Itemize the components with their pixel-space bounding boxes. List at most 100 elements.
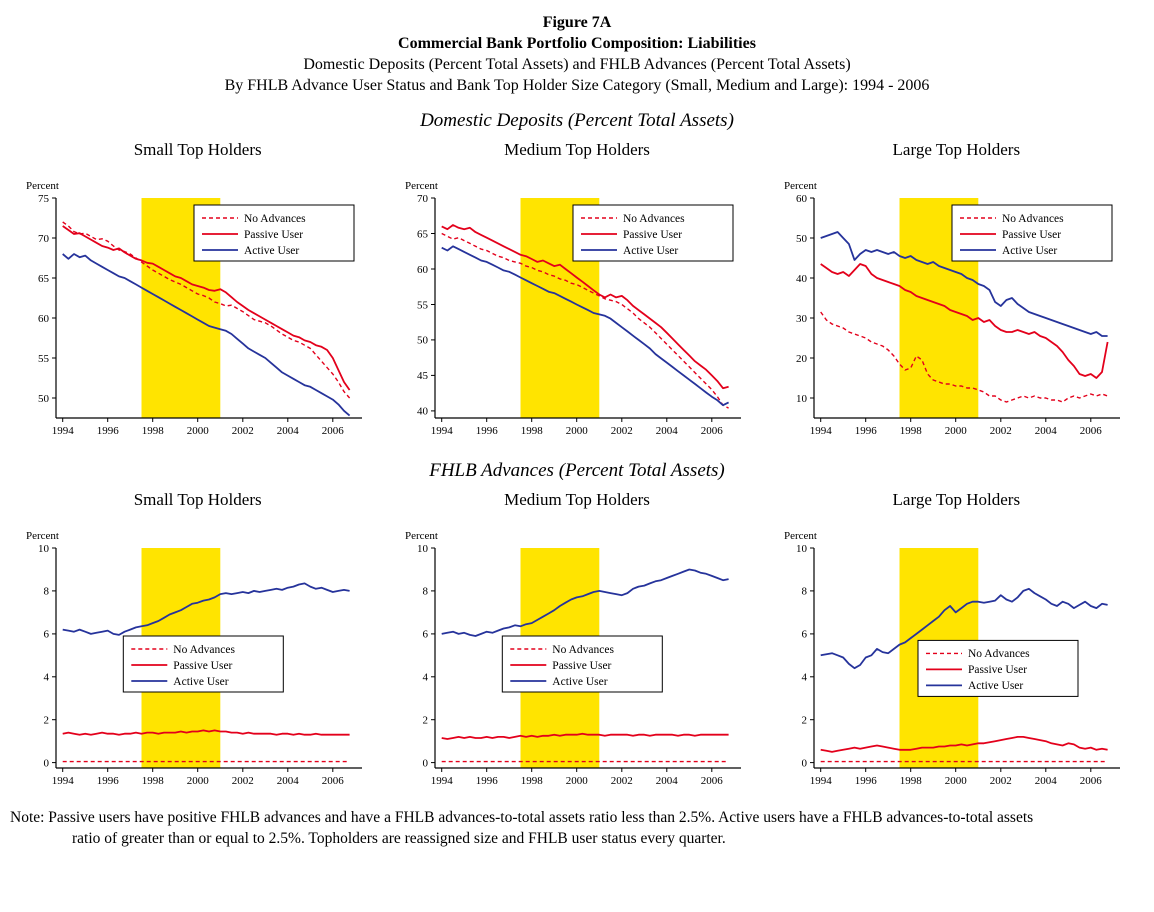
x-tick-label: 2002 xyxy=(990,425,1012,437)
y-tick-label: 50 xyxy=(38,393,50,405)
chart-svg-deposits-medium: 40 45 50 55 60 65 70 1994 1996 1998 2000 2002 2004 20… xyxy=(405,180,741,437)
chart-deposits-medium: Medium Top Holders 40 45 50 55 60 65 70 1994 199… xyxy=(387,132,766,446)
chart-advances-small: Small Top Holders 0 2 4 6 8 10 1994 1996 1998 200… xyxy=(8,482,387,796)
chart-deposits-small: Small Top Holders 50 55 60 65 70 75 1994 1996 19… xyxy=(8,132,387,446)
y-axis-label: Percent xyxy=(26,530,59,542)
y-tick-label: 60 xyxy=(796,193,808,205)
x-tick-label: 1996 xyxy=(476,775,499,787)
chart-title-deposits-large: Large Top Holders xyxy=(892,140,1021,160)
x-tick-label: 2004 xyxy=(276,775,299,787)
legend-box xyxy=(572,204,734,262)
x-tick-label: 2006 xyxy=(701,425,724,437)
y-tick-label: 70 xyxy=(417,193,429,205)
x-tick-label: 1998 xyxy=(141,775,164,787)
x-tick-label: 1998 xyxy=(521,775,544,787)
x-tick-label: 2006 xyxy=(701,775,724,787)
note: Note: Passive users have positive FHLB a… xyxy=(10,808,1144,849)
y-tick-label: 50 xyxy=(796,233,808,245)
x-tick-label: 1998 xyxy=(900,425,923,437)
y-tick-label: 2 xyxy=(802,715,808,727)
y-tick-label: 60 xyxy=(38,313,50,325)
legend-label: Passive User xyxy=(968,665,1027,677)
x-tick-label: 2000 xyxy=(945,775,968,787)
chart-svg-advances-small: 0 2 4 6 8 10 1994 1996 1998 2000 2002 2004 2006 Perce… xyxy=(26,530,362,787)
y-tick-label: 70 xyxy=(38,233,50,245)
y-tick-label: 8 xyxy=(802,586,808,598)
chart-title-advances-small: Small Top Holders xyxy=(133,490,262,510)
x-tick-label: 2000 xyxy=(186,775,209,787)
y-tick-label: 10 xyxy=(796,543,808,555)
chart-advances-large: Large Top Holders 0 2 4 6 8 10 1994 1996 1998 200… xyxy=(767,482,1146,796)
legend-label: Passive User xyxy=(244,229,303,241)
legend-label: Passive User xyxy=(173,660,232,672)
x-tick-label: 2004 xyxy=(656,775,679,787)
y-tick-label: 40 xyxy=(417,406,429,418)
y-tick-label: 6 xyxy=(43,629,49,641)
figure-number: Figure 7A xyxy=(542,14,612,31)
advances-charts-row: Small Top Holders 0 2 4 6 8 10 1994 1996 1998 200… xyxy=(6,482,1148,796)
series-passive-user xyxy=(820,263,1109,380)
legend-label: No Advances xyxy=(623,213,685,225)
series-passive-user xyxy=(62,729,350,737)
legend-label: Active User xyxy=(968,681,1023,693)
x-tick-label: 1996 xyxy=(96,775,119,787)
series-no-advances xyxy=(441,233,729,410)
legend-label: No Advances xyxy=(173,644,235,656)
figure-page: Figure 7A Commercial Bank Portfolio Comp… xyxy=(6,14,1148,849)
x-tick-label: 2004 xyxy=(1035,425,1058,437)
y-tick-label: 8 xyxy=(43,586,49,598)
chart-title-advances-medium: Medium Top Holders xyxy=(504,490,650,510)
y-tick-label: 60 xyxy=(417,264,429,276)
y-axis-label: Percent xyxy=(405,530,438,542)
y-tick-label: 30 xyxy=(796,313,808,325)
chart-advances-medium: Medium Top Holders 0 2 4 6 8 10 1994 1996 1998 20… xyxy=(387,482,766,796)
x-tick-label: 2006 xyxy=(1080,425,1103,437)
y-tick-label: 50 xyxy=(417,335,429,347)
x-tick-label: 2000 xyxy=(566,775,589,787)
y-tick-label: 6 xyxy=(802,629,808,641)
x-tick-label: 1994 xyxy=(431,425,454,437)
y-tick-label: 45 xyxy=(417,371,429,383)
y-tick-label: 10 xyxy=(417,543,429,555)
x-tick-label: 2004 xyxy=(1035,775,1058,787)
y-tick-label: 8 xyxy=(422,586,428,598)
x-tick-label: 1998 xyxy=(141,425,164,437)
y-tick-label: 2 xyxy=(422,715,428,727)
y-tick-label: 55 xyxy=(38,353,50,365)
x-tick-label: 2002 xyxy=(231,425,253,437)
y-tick-label: 6 xyxy=(422,629,428,641)
y-tick-label: 10 xyxy=(796,393,808,405)
legend-label: No Advances xyxy=(1002,213,1064,225)
x-tick-label: 2002 xyxy=(990,775,1012,787)
figure-subtitle-2: By FHLB Advance User Status and Bank Top… xyxy=(224,77,930,95)
chart-svg-deposits-large: 10 20 30 40 50 60 1994 1996 1998 2000 2002 2004 2006… xyxy=(784,180,1121,437)
x-tick-label: 2006 xyxy=(321,425,344,437)
legend-label: Active User xyxy=(173,676,228,688)
legend-box xyxy=(501,635,663,693)
x-tick-label: 1996 xyxy=(96,425,119,437)
legend-label: Active User xyxy=(1002,245,1057,257)
x-tick-label: 2002 xyxy=(611,775,633,787)
y-tick-label: 65 xyxy=(38,273,50,285)
series-active-user xyxy=(441,245,729,407)
chart-deposits-large: Large Top Holders 10 20 30 40 50 60 1994 1996 19… xyxy=(767,132,1146,446)
series-passive-user xyxy=(61,225,350,391)
deposits-charts-row: Small Top Holders 50 55 60 65 70 75 1994 1996 19… xyxy=(6,132,1148,446)
y-tick-label: 4 xyxy=(422,672,428,684)
chart-title-deposits-medium: Medium Top Holders xyxy=(504,140,650,160)
x-tick-label: 2000 xyxy=(945,425,968,437)
y-tick-label: 65 xyxy=(417,229,429,241)
legend-box xyxy=(951,204,1113,262)
y-tick-label: 10 xyxy=(38,543,50,555)
series-active-user xyxy=(441,569,729,638)
y-tick-label: 0 xyxy=(422,758,428,770)
section-heading-deposits: Domestic Deposits (Percent Total Assets) xyxy=(420,110,734,132)
x-tick-label: 2002 xyxy=(611,425,633,437)
legend-label: Active User xyxy=(623,245,678,257)
y-axis-label: Percent xyxy=(784,530,817,542)
x-tick-label: 1996 xyxy=(476,425,499,437)
x-tick-label: 1994 xyxy=(431,775,454,787)
figure-subtitle-1: Domestic Deposits (Percent Total Assets)… xyxy=(303,56,851,74)
legend-box xyxy=(193,204,355,262)
legend-label: Passive User xyxy=(1002,229,1061,241)
